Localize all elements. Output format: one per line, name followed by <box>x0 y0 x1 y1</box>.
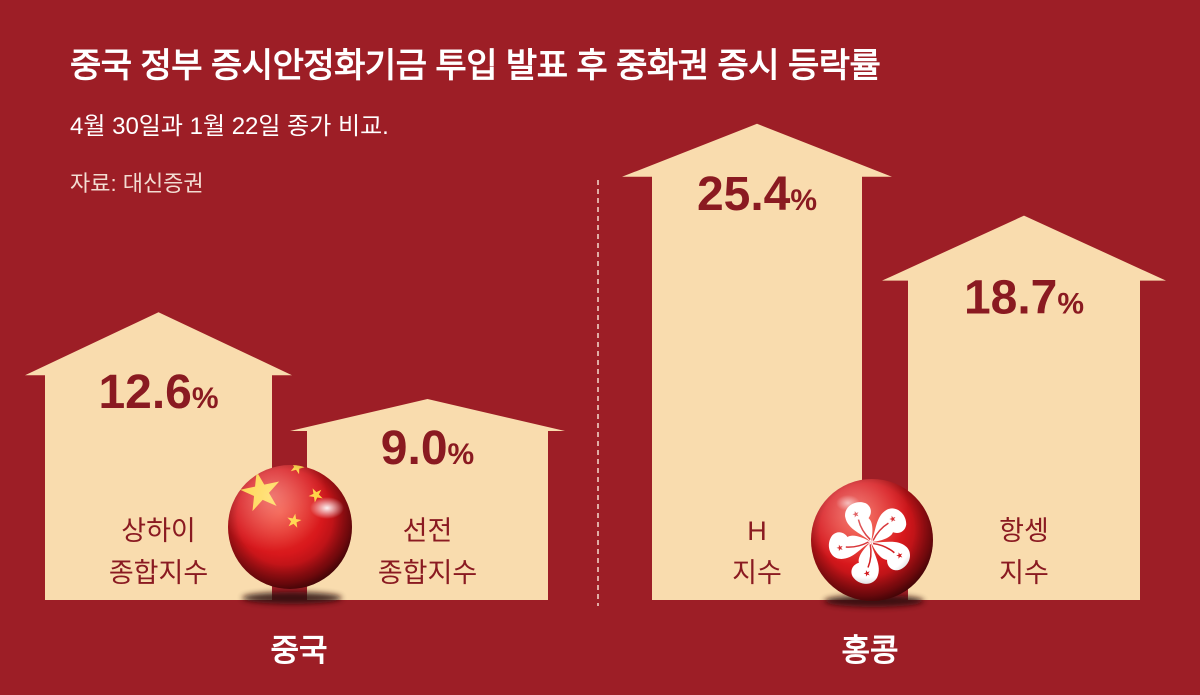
category-label-line: 종합지수 <box>378 558 477 588</box>
category-label-h-shares: H 지수 <box>732 516 782 588</box>
value-label-h-shares: 25.4% <box>697 168 817 221</box>
arrow-bar-hang-seng <box>882 215 1166 600</box>
value-number: 12.6 <box>98 366 191 419</box>
china-flag-icon <box>228 465 352 604</box>
arrow-bar-shenzhen <box>290 399 565 600</box>
value-number: 25.4 <box>697 168 791 221</box>
value-label-shanghai: 12.6% <box>98 366 218 419</box>
value-label-hang-seng: 18.7% <box>964 272 1084 325</box>
ball-glare <box>836 495 860 511</box>
value-unit: % <box>790 184 817 217</box>
category-label-line: 지수 <box>732 558 782 588</box>
ball-shadow <box>242 592 342 604</box>
category-label-line: 선전 <box>403 516 453 546</box>
category-label-line: H <box>747 516 767 546</box>
ball-glare <box>310 497 344 519</box>
arrow-bar-h-shares <box>622 123 892 601</box>
ball-sheen <box>228 465 352 589</box>
value-label-shenzhen: 9.0% <box>381 422 474 475</box>
ball-shadow <box>824 595 924 607</box>
chart-source: 자료: 대신증권 <box>70 171 204 196</box>
category-label-line: 종합지수 <box>109 558 208 588</box>
value-unit: % <box>1057 288 1084 321</box>
arrow-bar-shanghai <box>25 312 292 600</box>
ball-sheen <box>811 479 933 601</box>
value-unit: % <box>192 382 219 415</box>
hong-kong-flag-icon <box>811 479 933 607</box>
value-number: 9.0 <box>381 422 448 475</box>
value-unit: % <box>448 438 475 471</box>
group-label-hong-kong: 홍콩 <box>841 633 898 668</box>
value-number: 18.7 <box>964 272 1057 325</box>
chart-title: 중국 정부 증시안정화기금 투입 발표 후 중화권 증시 등락률 <box>70 47 881 85</box>
category-label-line: 상하이 <box>121 516 196 546</box>
category-label-line: 지수 <box>999 558 1049 588</box>
group-label-china: 중국 <box>270 633 327 668</box>
category-label-line: 항셍 <box>999 516 1049 546</box>
chart-subtitle: 4월 30일과 1월 22일 종가 비교. <box>70 113 389 140</box>
bars-layer <box>25 123 1166 601</box>
